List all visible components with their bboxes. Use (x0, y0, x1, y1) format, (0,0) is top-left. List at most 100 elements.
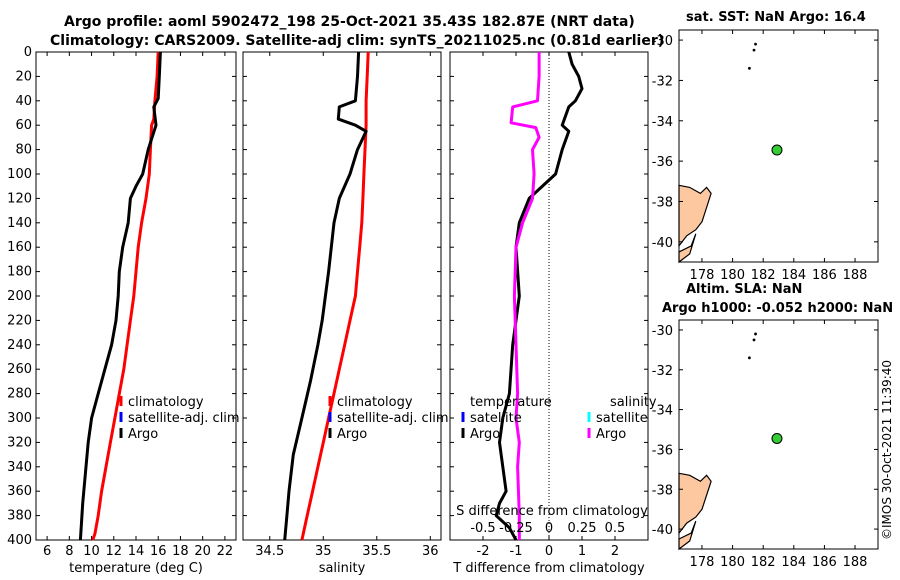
argo-profile-location-marker (771, 432, 783, 444)
difference-xtick-label: -1 (510, 544, 523, 559)
sst-map-frame (678, 29, 879, 263)
difference-series-t-argo (494, 51, 584, 541)
sdiff-tick-label: 0 (545, 521, 553, 536)
depth-tick-label: 260 (7, 362, 32, 377)
argo-profile-location-marker (771, 144, 783, 156)
sla-map-ytick-label: -38 (652, 483, 673, 498)
depth-tick-label: 20 (15, 69, 32, 84)
difference-xtick-label: 0 (545, 544, 553, 559)
temperature-legend-label: Argo (470, 427, 500, 442)
difference-series-s-argo (509, 52, 541, 540)
sla-map-title: Altim. SLA: NaN (686, 282, 803, 297)
map-island (748, 356, 751, 360)
sla-map-xtick-label: 178 (690, 555, 715, 570)
sla-map-ytick-label: -30 (652, 324, 673, 339)
sst-map-xtick-label: 178 (690, 268, 715, 283)
sst-map-xtick-label: 182 (751, 268, 776, 283)
temperature-frame (35, 51, 237, 541)
map-landmass (678, 184, 712, 248)
sst-map-xtick-label: 186 (812, 268, 837, 283)
sst-map-title: sat. SST: NaN Argo: 16.4 (686, 10, 866, 25)
salinity-xtick-label: 35 (315, 544, 332, 559)
salinity-legend-label: satellite (596, 411, 648, 426)
difference-xtick-label: 1 (578, 544, 586, 559)
difference-xlabel: T difference from climatology (452, 561, 645, 576)
sla-map-xtick-label: 184 (781, 555, 806, 570)
depth-tick-label: 180 (7, 265, 32, 280)
depth-tick-label: 360 (7, 484, 32, 499)
depth-tick-label: 80 (15, 143, 32, 158)
sdiff-axis-label: S difference from climatology (456, 504, 648, 519)
depth-tick-label: 140 (7, 216, 32, 231)
sdiff-tick-label: -0.25 (499, 521, 533, 536)
sla-map-xtick-label: 186 (812, 555, 837, 570)
sst-map-ytick-label: -38 (652, 195, 673, 210)
temperature-legend-label: Argo (128, 427, 158, 442)
depth-tick-label: 380 (7, 509, 32, 524)
salinity-legend-label: Argo (596, 427, 626, 442)
temperature-xtick-label: 6 (43, 544, 51, 559)
sdiff-tick-label: 0.25 (568, 521, 597, 536)
depth-tick-label: 160 (7, 240, 32, 255)
temperature-xtick-label: 10 (83, 544, 100, 559)
difference-xtick-label: -2 (477, 544, 490, 559)
climatology-subtitle: Climatology: CARS2009. Satellite-adj cli… (50, 33, 665, 49)
depth-tick-label: 300 (7, 411, 32, 426)
sla-map-xtick-label: 180 (720, 555, 745, 570)
sla-map-xtick-label: 182 (751, 555, 776, 570)
sdiff-tick-label: -0.5 (470, 521, 495, 536)
depth-tick-label: 100 (7, 167, 32, 182)
map-island (752, 48, 756, 52)
depth-tick-label: 240 (7, 338, 32, 353)
sla-map-ytick-label: -34 (652, 404, 673, 419)
salinity-xtick-label: 34.5 (255, 544, 284, 559)
salinity-xtick-label: 35.5 (362, 544, 391, 559)
sst-map-xtick-label: 184 (781, 268, 806, 283)
salinity-legend-label: Argo (337, 427, 367, 442)
salinity-series-argo (283, 51, 368, 541)
sst-map-ytick-label: -30 (652, 34, 673, 49)
sla-map-ytick-label: -36 (652, 443, 673, 458)
sla-map-frame (678, 319, 879, 550)
salinity-xtick-label: 36 (422, 544, 439, 559)
depth-tick-label: 340 (7, 460, 32, 475)
map-landmass (678, 472, 712, 535)
sla-map-ytick-label: -32 (652, 364, 673, 379)
depth-tick-label: 200 (7, 289, 32, 304)
temperature-legend-label: satellite (470, 411, 522, 426)
depth-tick-label: 400 (7, 533, 32, 548)
temperature-legend-title: temperature (470, 395, 552, 410)
map-island (748, 66, 751, 70)
map-island (754, 42, 757, 46)
temperature-legend-label: climatology (128, 395, 204, 410)
depth-tick-label: 280 (7, 387, 32, 402)
temperature-xlabel: temperature (deg C) (69, 561, 203, 576)
temperature-xtick-label: 18 (172, 544, 189, 559)
temperature-series-climatology (91, 51, 160, 541)
temperature-xtick-label: 12 (106, 544, 123, 559)
temperature-xtick-label: 8 (65, 544, 73, 559)
salinity-frame (242, 51, 442, 541)
sst-map-xtick-label: 188 (843, 268, 868, 283)
sla-map-xtick-label: 188 (843, 555, 868, 570)
map-island (754, 332, 757, 336)
salinity-legend-label: satellite-adj. clim (337, 411, 449, 426)
map-island (752, 338, 756, 342)
depth-tick-label: 220 (7, 313, 32, 328)
depth-tick-label: 40 (15, 94, 32, 109)
temperature-xtick-label: 14 (128, 544, 145, 559)
sla-map-ytick-label: -40 (652, 523, 673, 538)
sst-map-ytick-label: -40 (652, 236, 673, 251)
main-title: Argo profile: aoml 5902472_198 25-Oct-20… (64, 14, 635, 30)
temperature-legend-label: satellite-adj. clim (128, 411, 240, 426)
sst-map-ytick-label: -32 (652, 74, 673, 89)
depth-tick-label: 120 (7, 191, 32, 206)
depth-tick-label: 0 (24, 45, 32, 60)
temperature-xtick-label: 16 (150, 544, 167, 559)
sst-map-ytick-label: -34 (652, 115, 673, 130)
depth-tick-label: 320 (7, 435, 32, 450)
temperature-series-argo (78, 51, 162, 541)
temperature-xtick-label: 22 (217, 544, 234, 559)
sdiff-tick-label: 0.5 (605, 521, 626, 536)
